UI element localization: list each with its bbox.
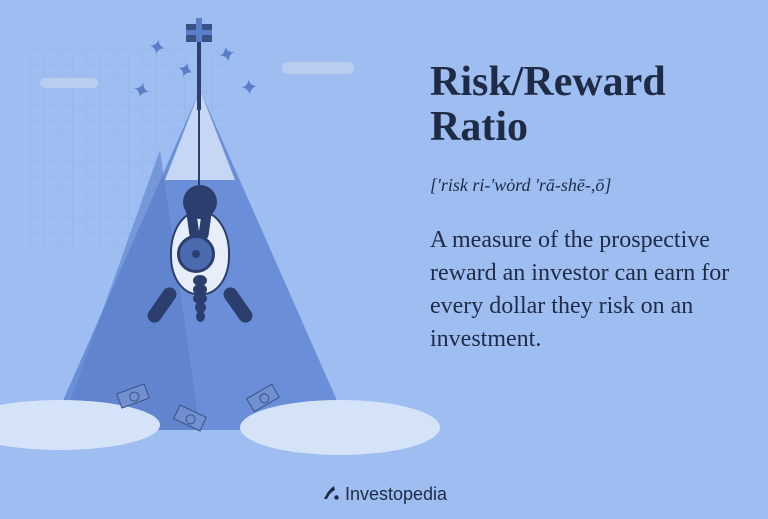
cloud-icon [40,78,98,88]
term-definition: A measure of the prospective reward an i… [430,224,740,356]
star-icon: ✦ [239,74,260,102]
brand-footer: Investopedia [0,483,768,505]
gift-box-icon [186,24,212,42]
cloud-icon [282,62,354,74]
term-pronunciation: ['risk ri-'wȯrd 'rā-shē-,ō] [430,175,740,196]
investopedia-logo-icon [321,483,341,503]
star-icon: ✦ [146,34,169,63]
star-icon: ✦ [172,56,198,87]
summit-pole [197,35,201,110]
ground-right [240,400,440,455]
climber-figure [145,180,255,330]
star-icon: ✦ [215,40,240,70]
term-title: Risk/Reward Ratio [430,60,740,151]
brand-name: Investopedia [345,484,447,504]
climber-illustration: ✦ ✦ ✦ ✦ ✦ [0,0,420,460]
definition-text-block: Risk/Reward Ratio ['risk ri-'wȯrd 'rā-sh… [430,60,740,356]
